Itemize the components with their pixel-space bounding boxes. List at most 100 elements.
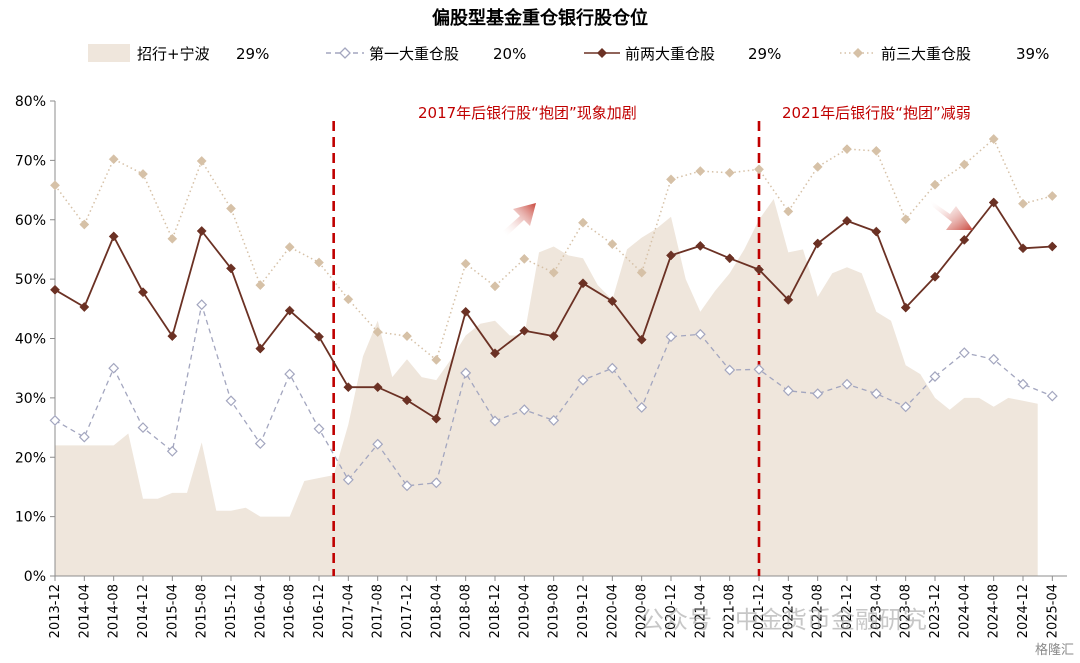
x-tick-label: 2018-08 — [459, 584, 474, 638]
data-point-top2 — [284, 305, 295, 316]
data-point-top2 — [959, 234, 970, 245]
x-tick-label: 2020-08 — [635, 584, 650, 638]
data-point-first — [1046, 390, 1058, 402]
legend-marker-top3 — [853, 48, 863, 58]
x-tick-label: 2024-04 — [957, 584, 972, 638]
data-point-top3 — [578, 217, 588, 228]
x-tick-label: 2018-12 — [488, 584, 503, 638]
data-point-top3 — [167, 233, 178, 244]
y-tick-label: 0% — [24, 569, 46, 585]
x-tick-label: 2013-12 — [48, 584, 63, 638]
data-point-first — [78, 431, 90, 443]
x-tick-label: 2017-08 — [371, 584, 386, 638]
data-point-first — [636, 401, 648, 413]
x-tick-label: 2021-08 — [723, 584, 738, 638]
data-point-first — [342, 474, 354, 486]
data-point-top2 — [607, 296, 618, 307]
data-point-top3 — [1047, 191, 1058, 201]
data-point-top3 — [138, 169, 148, 179]
chart-title: 偏股型基金重仓银行股仓位 — [432, 7, 648, 29]
x-tick-label: 2023-08 — [899, 584, 914, 638]
data-point-top2 — [460, 306, 471, 317]
data-point-top2 — [783, 294, 794, 305]
data-point-top3 — [519, 253, 530, 264]
data-point-top3 — [724, 167, 735, 178]
data-point-first — [548, 414, 560, 426]
data-point-first — [137, 422, 149, 434]
data-point-top2 — [196, 226, 207, 236]
data-point-first — [489, 415, 501, 427]
data-point-top2 — [871, 226, 882, 237]
legend: 招行+宁波 29% 第一大重仓股 20% 前两大重仓股 29% 前三大重仓股 3… — [88, 44, 1049, 63]
data-point-first — [49, 414, 61, 426]
x-tick-label: 2022-08 — [811, 584, 826, 638]
data-point-top2 — [431, 413, 442, 424]
data-point-top3 — [900, 214, 911, 225]
data-point-top3 — [343, 294, 354, 305]
data-point-top3 — [871, 145, 882, 156]
x-tick-label: 2018-04 — [429, 584, 444, 638]
data-point-top3 — [196, 156, 207, 166]
data-point-first — [929, 371, 941, 382]
trend-arrow-up-icon — [503, 203, 536, 236]
data-point-first — [401, 480, 413, 492]
data-point-top2 — [930, 271, 940, 282]
data-point-top3 — [695, 166, 706, 177]
x-tick-label: 2019-04 — [517, 584, 532, 638]
corner-mark: 格隆汇 — [1035, 642, 1074, 658]
legend-swatch-area — [88, 44, 130, 62]
data-point-top3 — [754, 164, 764, 175]
x-tick-label: 2016-12 — [312, 584, 327, 638]
data-point-first — [108, 362, 120, 374]
x-tick-label: 2017-04 — [341, 584, 356, 638]
data-point-top2 — [988, 197, 999, 208]
data-point-first — [577, 374, 589, 386]
x-tick-label: 2023-12 — [928, 584, 943, 638]
data-point-first — [284, 368, 296, 380]
data-point-first — [900, 401, 912, 413]
watermark: 公众号 · 中金货币金融研究 — [640, 606, 927, 634]
data-point-top3 — [548, 267, 559, 278]
area-series-fill — [55, 199, 1038, 576]
annotation-2021: 2021年后银行股“抱团”减弱 — [782, 104, 971, 122]
data-point-top2 — [372, 382, 383, 393]
x-tick-label: 2015-04 — [165, 584, 180, 638]
x-tick-label: 2024-08 — [987, 584, 1002, 638]
x-tick-label: 2025-04 — [1045, 584, 1060, 638]
data-point-top2 — [79, 302, 90, 312]
trend-arrow-down-icon — [930, 200, 973, 230]
data-point-top3 — [402, 331, 412, 342]
data-point-top3 — [988, 134, 999, 144]
x-tick-label: 2019-08 — [547, 584, 562, 638]
data-point-first — [1017, 378, 1029, 390]
y-tick-label: 70% — [15, 153, 46, 169]
data-point-first — [870, 388, 882, 400]
data-point-first — [254, 438, 266, 450]
data-point-top3 — [226, 203, 236, 214]
data-point-top3 — [666, 174, 676, 185]
data-point-top3 — [372, 327, 383, 337]
data-point-top2 — [490, 348, 500, 359]
y-tick-label: 50% — [15, 272, 46, 288]
legend-label-first: 第一大重仓股 — [369, 45, 459, 63]
data-point-top2 — [578, 278, 588, 289]
data-point-top2 — [695, 240, 706, 251]
legend-value-top2: 29% — [748, 45, 781, 63]
y-tick-label: 10% — [15, 510, 46, 526]
data-point-top3 — [79, 219, 90, 230]
data-point-top2 — [724, 253, 735, 264]
legend-label-top2: 前两大重仓股 — [625, 45, 715, 63]
x-tick-label: 2017-12 — [400, 584, 415, 638]
legend-value-top3: 39% — [1016, 45, 1049, 63]
data-point-top3 — [636, 267, 647, 278]
x-tick-label: 2022-12 — [840, 584, 855, 638]
data-point-top3 — [842, 144, 852, 155]
data-point-top2 — [842, 215, 852, 226]
legend-marker-first — [339, 47, 351, 59]
data-point-top3 — [431, 354, 442, 365]
data-point-first — [430, 477, 442, 489]
data-point-top2 — [108, 231, 119, 242]
data-point-top2 — [255, 343, 266, 354]
data-point-top2 — [812, 238, 823, 249]
x-tick-label: 2023-04 — [869, 584, 884, 638]
